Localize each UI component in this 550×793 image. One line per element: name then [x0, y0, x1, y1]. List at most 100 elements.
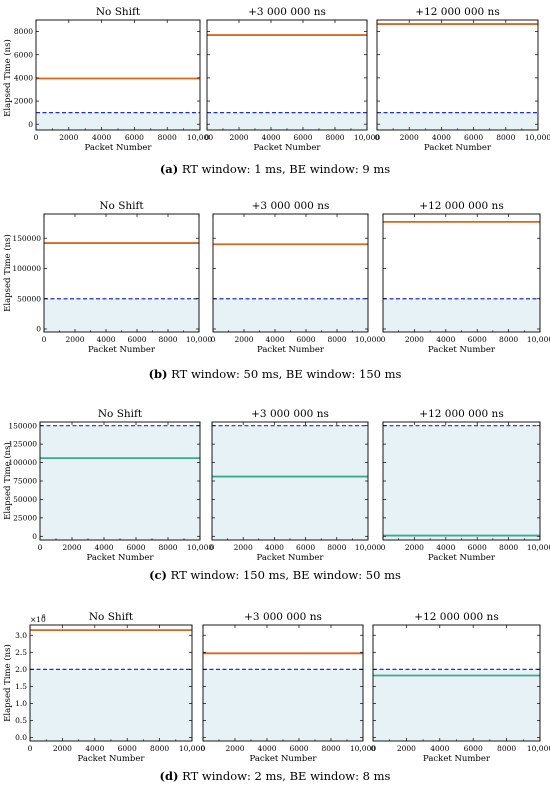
y-tick-label: 2.5	[15, 648, 27, 657]
y-tick-label: 75000	[13, 477, 37, 486]
y-tick-label: 2.0	[15, 665, 27, 674]
x-tick-label: 0	[381, 543, 386, 552]
y-tick-label: 0.5	[15, 716, 27, 725]
x-tick-label: 4000	[92, 133, 111, 142]
x-tick-label: 8000	[150, 744, 169, 753]
chart-b: Elapsed Time (ns) No Shift 0 2000 4000 6000 80…	[2, 200, 550, 381]
x-tick-label: 6000	[296, 335, 315, 344]
panel-title: +3 000 000 ns	[248, 6, 326, 18]
x-tick-label: 10,000	[355, 335, 381, 344]
caption: (a) RT window: 1 ms, BE window: 9 ms	[160, 162, 390, 176]
x-tick-label: 2000	[405, 335, 424, 344]
y-axis-label: Elapsed Time (ns)	[2, 234, 13, 312]
y-tick-label: 6000	[14, 50, 33, 59]
y-tick-label: 0.0	[15, 733, 27, 742]
x-tick-label: 10,000	[179, 744, 205, 753]
y-tick-label: 50000	[13, 495, 37, 504]
x-tick-label: 8000	[327, 543, 346, 552]
x-axis-label: Packet Number	[428, 345, 496, 355]
panel-title: No Shift	[89, 611, 134, 623]
x-axis-label: Packet Number	[87, 553, 155, 563]
x-axis-label: Packet Number	[78, 754, 146, 764]
x-tick-label: 8000	[497, 744, 516, 753]
x-tick-label: 0	[28, 744, 33, 753]
x-tick-label: 2000	[62, 543, 81, 552]
x-tick-label: 6000	[468, 543, 487, 552]
panel: +12 000 000 ns 0 2000 4000 6000 8000 10,000 Pac…	[371, 611, 550, 764]
x-tick-label: 4000	[436, 335, 455, 344]
be-window-region	[383, 425, 540, 540]
y-tick-label: 150000	[8, 421, 37, 430]
x-tick-label: 4000	[436, 543, 455, 552]
panel-title: +3 000 000 ns	[251, 408, 329, 420]
y-axis-label: Elapsed Time (ns)	[2, 39, 13, 117]
be-window-region	[36, 112, 200, 130]
x-tick-label: 10,000	[350, 744, 376, 753]
caption-text: RT window: 50 ms, BE window: 150 ms	[171, 367, 401, 381]
x-tick-label: 6000	[126, 543, 145, 552]
x-tick-label: 8000	[327, 335, 346, 344]
panel: +3 000 000 ns 0 2000 4000 6000 8000 10,000 Pack…	[201, 611, 377, 764]
x-tick-label: 0	[38, 543, 43, 552]
be-window-region	[203, 669, 363, 741]
y-tick-label: 100000	[8, 458, 37, 467]
y-axis-label: Elapsed Time (ns)	[2, 644, 13, 722]
y-tick-label: 0	[32, 532, 37, 541]
x-tick-label: 0	[381, 335, 386, 344]
panel-title: No Shift	[98, 408, 143, 420]
be-window-region	[30, 669, 192, 741]
y-multiplier: ×10	[30, 615, 46, 624]
x-axis-label: Packet Number	[250, 754, 318, 764]
be-window-region	[44, 298, 199, 332]
y-tick-label: 2000	[14, 97, 33, 106]
caption-text: RT window: 150 ms, BE window: 50 ms	[171, 568, 401, 582]
x-tick-label: 2000	[234, 543, 253, 552]
x-tick-label: 0	[42, 335, 47, 344]
be-window-region	[373, 669, 540, 741]
x-tick-label: 6000	[127, 335, 146, 344]
x-tick-label: 0	[201, 744, 206, 753]
x-tick-label: 8000	[325, 133, 344, 142]
x-axis-label: Packet Number	[257, 553, 325, 563]
panel-title: +3 000 000 ns	[244, 611, 322, 623]
x-tick-label: 6000	[296, 543, 315, 552]
be-window-region	[213, 298, 368, 332]
x-tick-label: 8000	[158, 543, 177, 552]
caption-label: (b)	[149, 367, 168, 381]
caption-label: (c)	[149, 568, 167, 582]
x-tick-label: 6000	[118, 744, 137, 753]
y-multiplier-exponent: 6	[42, 614, 46, 620]
y-tick-label: 1.0	[15, 699, 27, 708]
x-tick-label: 0	[375, 133, 380, 142]
x-tick-label: 4000	[94, 543, 113, 552]
panel-title: +12 000 000 ns	[414, 611, 498, 623]
x-tick-label: 10,000	[527, 543, 550, 552]
x-tick-label: 8000	[158, 133, 177, 142]
x-tick-label: 10,000	[187, 133, 213, 142]
panel: No Shift 0 2000 4000 6000 8000 10,000 0 50000 100…	[12, 200, 212, 355]
chart-a: Elapsed Time (ns) No Shift 0 2000 4000 6000 80…	[2, 6, 550, 176]
x-axis-label: Packet Number	[254, 143, 322, 153]
x-tick-label: 2000	[59, 133, 78, 142]
x-axis-label: Packet Number	[85, 143, 153, 153]
panel-title: No Shift	[99, 200, 144, 212]
y-tick-label: 0	[28, 120, 33, 129]
caption-text: RT window: 2 ms, BE window: 8 ms	[182, 769, 390, 783]
panel-title: +12 000 000 ns	[419, 408, 503, 420]
be-window-region	[377, 112, 538, 130]
panel: +3 000 000 ns 0 2000 4000 6000 8000 10,000 Pack…	[210, 408, 382, 563]
panel: +3 000 000 ns 0 2000 4000 6000 8000 10,000 Pack…	[211, 200, 382, 355]
x-tick-label: 6000	[289, 744, 308, 753]
x-tick-label: 4000	[85, 744, 104, 753]
panel: +12 000 000 ns 0 2000 4000 6000 8000 10,000 Pac…	[381, 408, 550, 563]
x-tick-label: 8000	[499, 335, 518, 344]
y-tick-label: 4000	[14, 73, 33, 82]
panel-title: +12 000 000 ns	[415, 6, 499, 18]
x-tick-label: 4000	[261, 133, 280, 142]
x-tick-label: 4000	[432, 133, 451, 142]
panel-title: +3 000 000 ns	[252, 200, 330, 212]
x-tick-label: 6000	[125, 133, 144, 142]
